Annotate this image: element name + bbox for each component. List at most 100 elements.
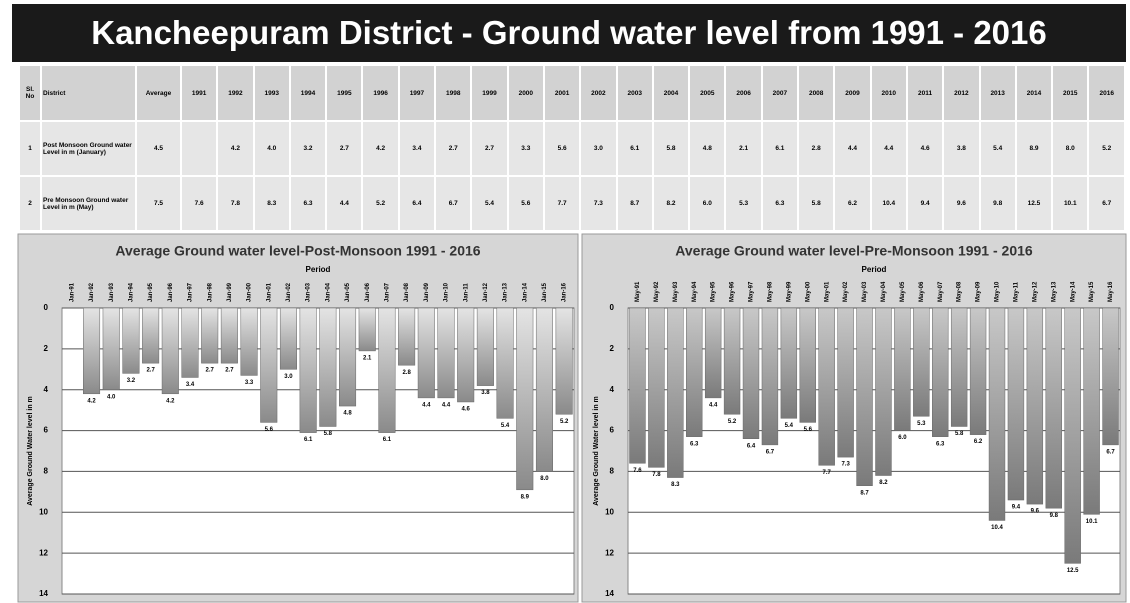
x-tick-label: Jan-01 (266, 282, 272, 302)
bar (629, 307, 646, 464)
bar (437, 307, 455, 399)
x-tick-label: May-91 (635, 281, 641, 302)
x-tick-label: Jan-04 (325, 282, 331, 302)
bar (667, 307, 684, 478)
bar (496, 307, 514, 419)
bar (799, 307, 816, 423)
bar (535, 307, 553, 472)
data-label: 4.4 (422, 402, 431, 408)
x-axis-label: Period (306, 265, 331, 274)
bar (358, 307, 376, 352)
table-cell: 7.6 (179, 175, 219, 232)
x-tick-label: Jan-93 (109, 282, 115, 302)
table-cell: 4.8 (688, 120, 727, 177)
x-tick-label: Jan-14 (522, 282, 528, 302)
data-label: 12.5 (1067, 568, 1079, 574)
table-cell: Pre Monsoon Ground water Level in m (May… (40, 175, 137, 232)
x-tick-label: May-94 (692, 281, 698, 302)
chart-title: Average Ground water level-Pre-Monsoon 1… (675, 243, 1033, 259)
x-tick-label: Jan-97 (188, 282, 194, 302)
bar (932, 307, 949, 437)
table-cell: 6.1 (615, 120, 654, 177)
table-cell: 2.8 (797, 120, 836, 177)
table-cell: 4.4 (833, 120, 872, 177)
data-label: 8.7 (860, 490, 869, 496)
y-tick-label: 12 (605, 548, 614, 557)
data-label: 3.8 (481, 390, 490, 396)
bar (122, 307, 140, 374)
x-tick-label: Jan-92 (89, 282, 95, 302)
x-tick-label: May-09 (976, 281, 982, 302)
data-label: 6.1 (304, 437, 313, 443)
x-tick-label: May-03 (862, 281, 868, 302)
bar (1007, 307, 1025, 501)
x-tick-label: Jan-13 (503, 282, 509, 302)
y-axis-label: Average Ground Water level in m (27, 396, 34, 506)
data-table: Sl. No District Average 1991 1992 1993 1994 199… (18, 64, 1126, 232)
table-cell: 5.3 (724, 175, 763, 232)
bar (417, 307, 435, 399)
table-cell: 5.8 (797, 175, 836, 232)
table-cell: 6.7 (1087, 175, 1126, 232)
x-tick-label: May-13 (1051, 281, 1057, 302)
table-cell: 5.4 (470, 175, 509, 232)
table-cell: 1991 (179, 64, 219, 122)
table-cell: 5.4 (978, 120, 1017, 177)
x-tick-label: Jan-12 (483, 282, 489, 302)
data-label: 8.0 (540, 476, 549, 482)
x-tick-label: May-99 (786, 281, 792, 302)
y-tick-label: 2 (44, 344, 49, 353)
data-label: 5.4 (501, 423, 510, 429)
table-cell: 2010 (869, 64, 908, 122)
x-tick-label: Jan-08 (404, 282, 410, 302)
x-tick-label: Jan-15 (542, 282, 548, 302)
table-cell: 3.4 (397, 120, 437, 177)
bar (339, 307, 357, 407)
data-label: 6.3 (690, 441, 699, 447)
table-cell: 8.7 (615, 175, 654, 232)
table-cell: 2009 (833, 64, 872, 122)
data-label: 3.4 (186, 382, 195, 388)
table-cell: 6.7 (434, 175, 473, 232)
bar (1083, 307, 1100, 515)
table-cell: 2007 (760, 64, 800, 122)
data-label: 5.4 (785, 423, 794, 429)
table-cell: 10.4 (869, 175, 908, 232)
bar (913, 307, 930, 417)
table-cell: 6.3 (288, 175, 328, 232)
table-cell: 2002 (579, 64, 618, 122)
table-cell: 2014 (1014, 64, 1054, 122)
table-cell: 7.5 (135, 175, 182, 232)
x-tick-label: Jan-11 (463, 283, 469, 302)
y-tick-label: 12 (39, 548, 48, 557)
bar (279, 307, 297, 370)
bar (1102, 307, 1119, 446)
table-cell: 2001 (542, 64, 582, 122)
x-tick-label: Jan-96 (168, 282, 174, 302)
x-tick-label: May-96 (730, 281, 736, 302)
data-label: 4.2 (87, 398, 96, 404)
y-tick-label: 2 (610, 344, 615, 353)
x-tick-label: Jan-16 (562, 282, 568, 302)
data-label: 8.2 (879, 480, 888, 486)
bar (555, 307, 573, 415)
data-label: 2.7 (225, 368, 234, 374)
table-row: 2 Pre Monsoon Ground water Level in m (Ma… (18, 175, 1126, 232)
table-cell: 1995 (325, 64, 364, 122)
table-cell: 1994 (288, 64, 328, 122)
y-tick-label: 10 (39, 507, 48, 516)
table-cell: 4.0 (252, 120, 291, 177)
x-tick-label: May-14 (1070, 281, 1076, 302)
x-tick-label: Jan-09 (424, 282, 430, 302)
table-cell: 12.5 (1014, 175, 1054, 232)
data-label: 10.4 (991, 525, 1003, 531)
x-tick-label: May-11 (1014, 281, 1020, 302)
data-label: 7.6 (633, 468, 642, 474)
data-label: 6.4 (747, 443, 756, 449)
bar (398, 307, 416, 366)
x-tick-label: May-04 (881, 281, 887, 302)
x-tick-label: May-01 (824, 281, 830, 302)
x-tick-label: May-00 (805, 281, 811, 302)
table-cell: 7.8 (216, 175, 255, 232)
table-cell: 4.2 (361, 120, 400, 177)
